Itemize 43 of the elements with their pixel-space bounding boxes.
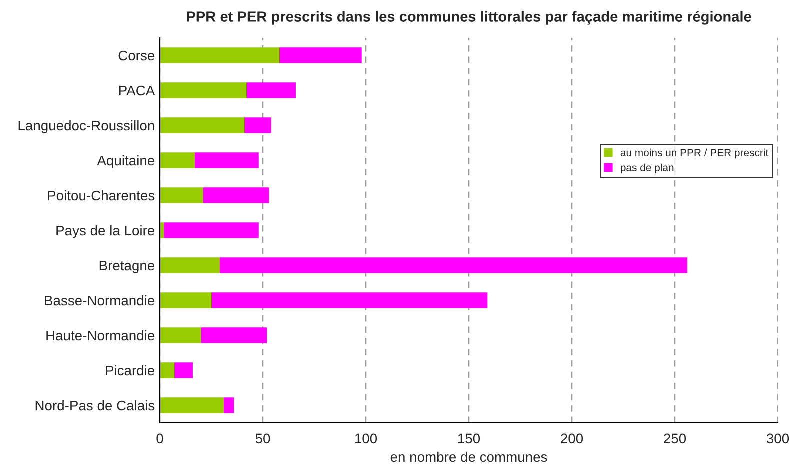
y-tick-label: Bretagne [100, 260, 155, 274]
bar [160, 328, 202, 344]
x-tick-label: 150 [458, 434, 480, 444]
bar [279, 48, 362, 64]
y-tick-label: Nord-Pas de Calais [36, 400, 155, 411]
bar [195, 152, 259, 168]
x-axis-title: en nombre de communes [390, 452, 548, 462]
y-tick-label: Languedoc-Roussillon [18, 120, 154, 134]
bar [164, 222, 259, 238]
bar [160, 188, 204, 204]
y-tick-label: Haute-Normandie [46, 330, 155, 341]
bar [246, 82, 296, 98]
x-tick-label: 50 [256, 434, 270, 444]
bar [160, 362, 174, 378]
x-tick-label: 0 [156, 434, 164, 444]
bar [160, 398, 224, 414]
x-tick-label: 300 [766, 434, 789, 444]
bar [160, 152, 196, 168]
bar [201, 328, 268, 344]
y-tick-label: Corse [118, 50, 155, 61]
bar [203, 188, 270, 204]
bar [244, 118, 272, 134]
y-tick-label: Poitou-Charentes [48, 190, 155, 201]
y-tick-label: PACA [119, 86, 156, 96]
legend-label: au moins un PPR / PER prescrit [620, 148, 769, 159]
bar [160, 82, 247, 98]
chart-title: PPR et PER prescrits dans les communes littorales par façade maritime régionale [187, 11, 752, 25]
bar [160, 258, 220, 274]
bar [212, 292, 488, 308]
bar [220, 258, 688, 274]
x-tick-label: 100 [355, 434, 378, 444]
y-tick-label: Picardie [106, 365, 155, 376]
bar [224, 398, 234, 414]
legend-label: pas de plan [621, 164, 674, 174]
y-tick-label: Aquitaine [97, 155, 155, 168]
bar [160, 48, 280, 64]
x-tick-label: 250 [664, 434, 686, 444]
y-tick-label: Basse-Normandie [45, 295, 155, 306]
bar [174, 362, 193, 378]
bar [160, 118, 244, 134]
bar [160, 292, 212, 308]
y-tick-label: Pays de la Loire [56, 225, 155, 238]
x-tick-label: 200 [561, 434, 584, 444]
